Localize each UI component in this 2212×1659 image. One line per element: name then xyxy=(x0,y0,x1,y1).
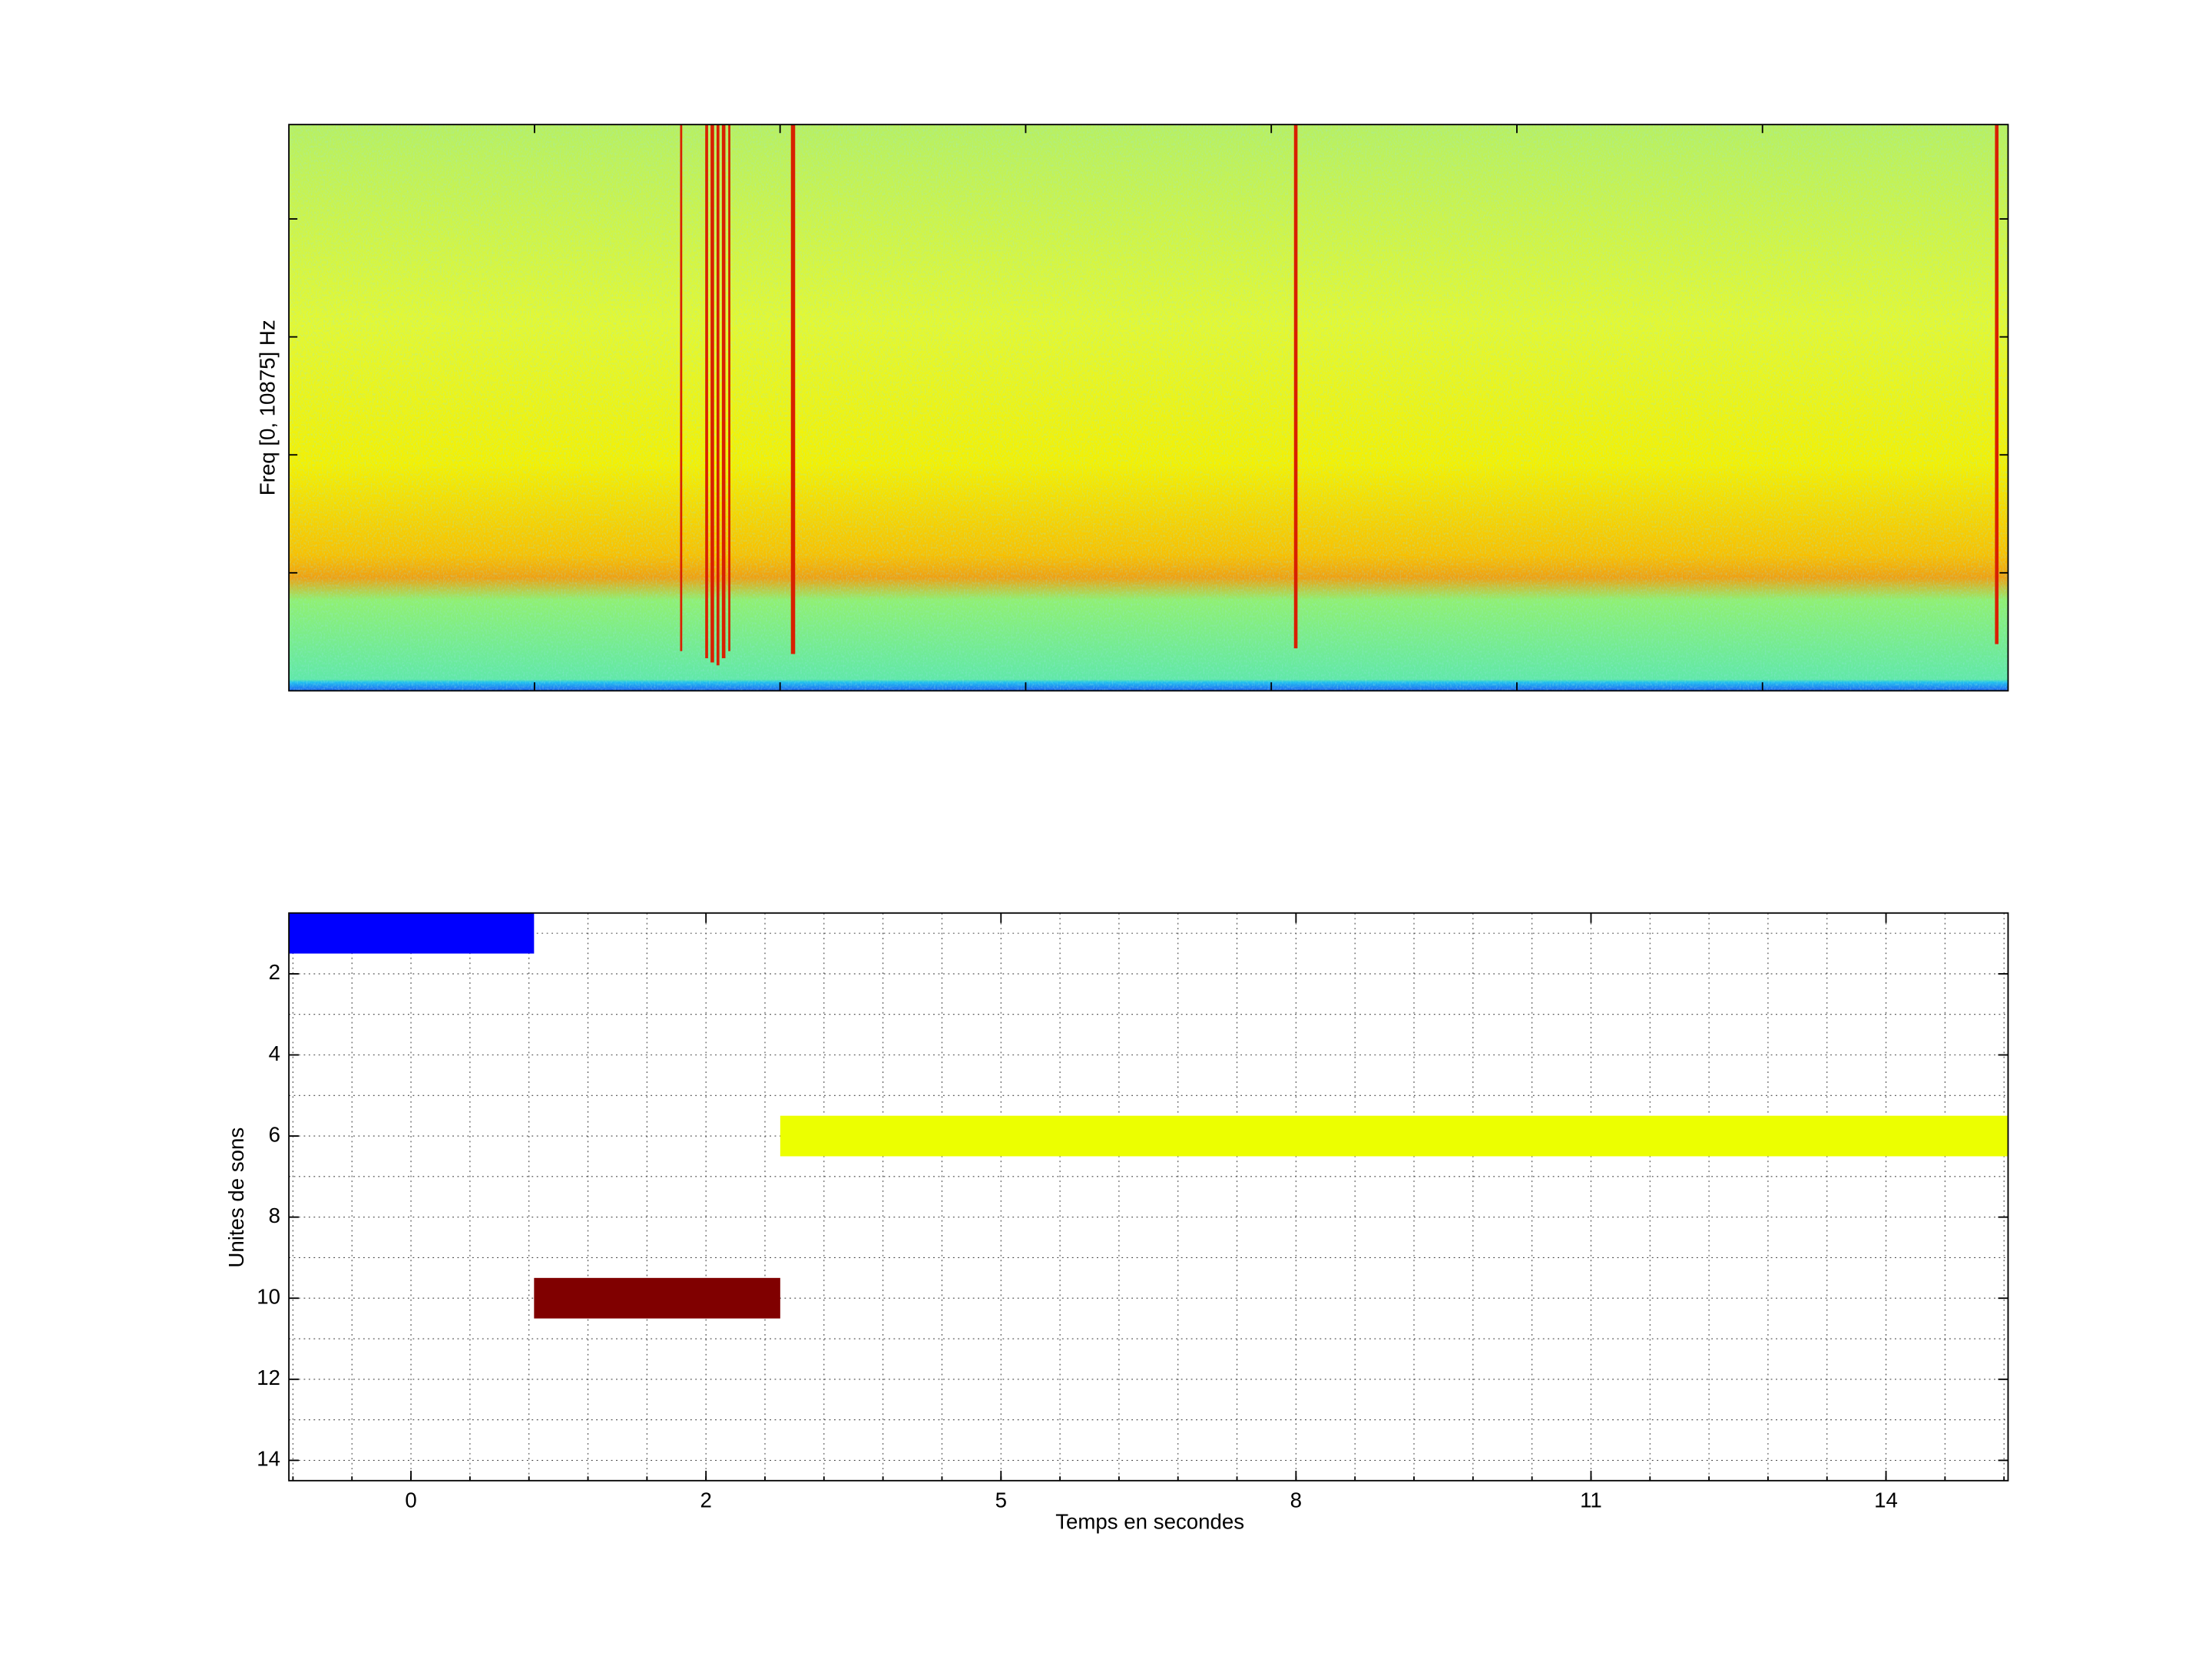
y-tick-label: 14 xyxy=(257,1447,280,1471)
bar xyxy=(534,1277,780,1319)
axes-box xyxy=(288,912,2009,1482)
x-tick-label: 0 xyxy=(405,1488,416,1512)
spectrogram-panel: Freq [0, 10875] Hz xyxy=(256,124,2009,692)
x-axis-label: Temps en secondes xyxy=(1055,1509,1244,1533)
x-tick-label: 11 xyxy=(1580,1488,1602,1512)
axes-box xyxy=(288,124,2009,692)
y-axis-label: Freq [0, 10875] Hz xyxy=(256,320,280,495)
timeline-panel: Temps en secondes Unites de sons 0 2 5 8 11 1… xyxy=(224,912,2009,1533)
y-axis-label: Unites de sons xyxy=(224,1128,248,1268)
y-tick-label: 12 xyxy=(257,1366,280,1389)
x-tick-label: 5 xyxy=(995,1488,1007,1512)
y-tick-label: 4 xyxy=(269,1041,280,1065)
bar xyxy=(780,1115,2008,1157)
spectrogram-transients xyxy=(680,124,1999,666)
y-tick-label: 8 xyxy=(269,1204,280,1227)
spectrogram-texture xyxy=(289,124,2008,691)
bar xyxy=(289,912,535,954)
plot-background xyxy=(289,912,2008,1481)
y-tick-label: 2 xyxy=(269,960,280,984)
y-tick-label: 10 xyxy=(257,1285,280,1309)
y-tick-label: 6 xyxy=(269,1122,280,1146)
x-tick-label: 8 xyxy=(1290,1488,1302,1512)
x-tick-label: 2 xyxy=(700,1488,711,1512)
x-tick-label: 14 xyxy=(1874,1488,1898,1512)
